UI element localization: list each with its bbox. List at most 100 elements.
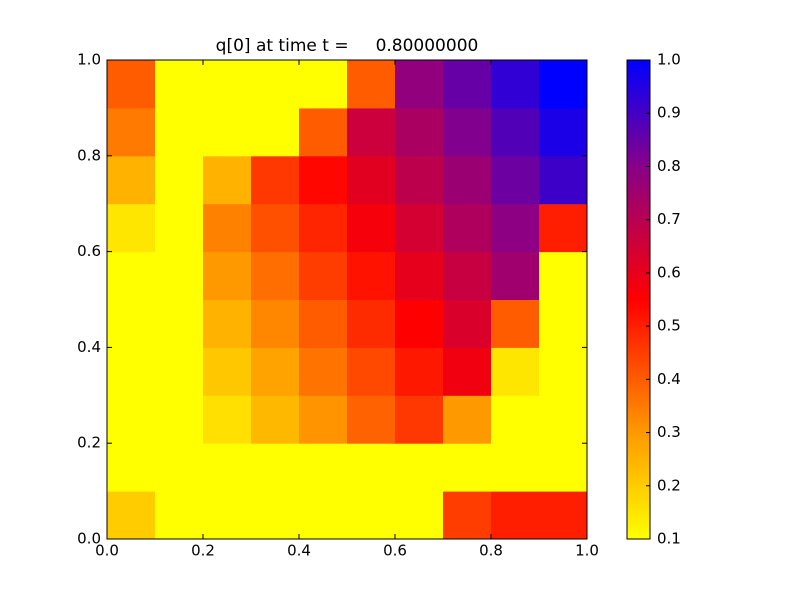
heatmap-cell — [251, 251, 300, 300]
heatmap-cell — [443, 347, 492, 396]
heatmap-cell — [395, 107, 444, 157]
heatmap-cell — [491, 203, 540, 253]
colorbar — [626, 59, 651, 540]
heatmap-cell — [491, 347, 540, 396]
heatmap-cell — [443, 491, 492, 540]
colorbar-tick-label: 1.0 — [657, 51, 681, 69]
heatmap-cell — [107, 443, 156, 492]
heatmap-cell — [443, 155, 492, 205]
heatmap-cell — [251, 203, 300, 253]
heatmap-cell — [443, 443, 492, 492]
heatmap-cell — [491, 107, 540, 157]
heatmap-cell — [395, 299, 444, 348]
heatmap-cell — [107, 60, 156, 109]
heatmap-cell — [107, 395, 156, 444]
heatmap-cell — [107, 155, 156, 205]
chart-title: q[0] at time t = 0.80000000 — [216, 36, 479, 56]
y-tick-label: 0.6 — [77, 242, 101, 260]
heatmap-cell — [395, 347, 444, 396]
heatmap-cell — [107, 203, 156, 253]
heatmap-cell — [251, 155, 300, 205]
heatmap-cell — [107, 107, 156, 157]
heatmap-cell — [347, 155, 396, 205]
heatmap-cell — [203, 491, 252, 540]
heatmap-cell — [443, 60, 492, 109]
colorbar-tick-label: 0.4 — [657, 370, 681, 388]
heatmap-cell — [299, 203, 348, 253]
heatmap-cell — [155, 491, 204, 540]
heatmap-cell — [203, 60, 252, 109]
heatmap-cell — [155, 203, 204, 253]
x-tick-label: 0.6 — [383, 542, 407, 560]
heatmap-cell — [539, 347, 588, 396]
heatmap-cell — [491, 491, 540, 540]
heatmap-cell — [539, 299, 588, 348]
heatmap-cell — [347, 491, 396, 540]
heatmap-cell — [251, 491, 300, 540]
heatmap-cell — [443, 299, 492, 348]
heatmap-cell — [443, 107, 492, 157]
heatmap-cell — [251, 395, 300, 444]
heatmap-cell — [203, 251, 252, 300]
x-tick-label: 1.0 — [575, 542, 599, 560]
heatmap-cell — [299, 155, 348, 205]
heatmap-cell — [107, 347, 156, 396]
colorbar-tick-label: 0.7 — [657, 210, 681, 228]
heatmap-cell — [251, 107, 300, 157]
heatmap-cell — [539, 443, 588, 492]
x-tick-label: 0.2 — [191, 542, 215, 560]
heatmap-cell — [107, 491, 156, 540]
heatmap-cell — [299, 60, 348, 109]
heatmap-cell — [491, 155, 540, 205]
heatmap-cell — [299, 443, 348, 492]
colorbar-tick-label: 0.1 — [657, 530, 681, 548]
colorbar-tick-label: 0.6 — [657, 263, 681, 281]
heatmap-cell — [395, 491, 444, 540]
colorbar-tick-label: 0.5 — [657, 317, 681, 335]
heatmap-cell — [491, 395, 540, 444]
x-tick-label: 0.0 — [95, 542, 119, 560]
heatmap-cell — [539, 251, 588, 300]
heatmap-cell — [107, 251, 156, 300]
heatmap-cell — [347, 299, 396, 348]
heatmap-cell — [203, 299, 252, 348]
heatmap-cell — [347, 203, 396, 253]
heatmap-cell — [203, 347, 252, 396]
colorbar-tick-label: 0.3 — [657, 423, 681, 441]
heatmap-cell — [155, 443, 204, 492]
heatmap-cell — [155, 60, 204, 109]
heatmap-cell — [491, 443, 540, 492]
x-tick-label: 0.4 — [287, 542, 311, 560]
heatmap-cell — [155, 251, 204, 300]
heatmap-cell — [203, 203, 252, 253]
heatmap-cell — [203, 395, 252, 444]
heatmap-cell — [299, 491, 348, 540]
heatmap-cell — [395, 395, 444, 444]
y-tick-label: 0.4 — [77, 338, 101, 356]
heatmap-cell — [347, 395, 396, 444]
heatmap-cell — [155, 347, 204, 396]
heatmap-cell — [395, 60, 444, 109]
heatmap-cell — [347, 347, 396, 396]
y-tick-label: 0.8 — [77, 146, 101, 164]
y-tick-label: 0.2 — [77, 434, 101, 452]
heatmap-cell — [539, 60, 588, 109]
colorbar-tick-label: 0.8 — [657, 157, 681, 175]
y-tick-label: 1.0 — [77, 51, 101, 69]
heatmap-cell — [539, 155, 588, 205]
heatmap-cell — [251, 347, 300, 396]
heatmap-cell — [155, 395, 204, 444]
heatmap-cell — [539, 203, 588, 253]
heatmap-cell — [203, 155, 252, 205]
heatmap-cell — [251, 443, 300, 492]
heatmap-cell — [443, 395, 492, 444]
heatmap-cell — [491, 60, 540, 109]
x-tick-label: 0.8 — [479, 542, 503, 560]
heatmap-cell — [395, 251, 444, 300]
heatmap-cell — [299, 107, 348, 157]
heatmap-cell — [299, 347, 348, 396]
heatmap-cell — [251, 60, 300, 109]
heatmap-cell — [491, 299, 540, 348]
y-tick-label: 0.0 — [77, 530, 101, 548]
